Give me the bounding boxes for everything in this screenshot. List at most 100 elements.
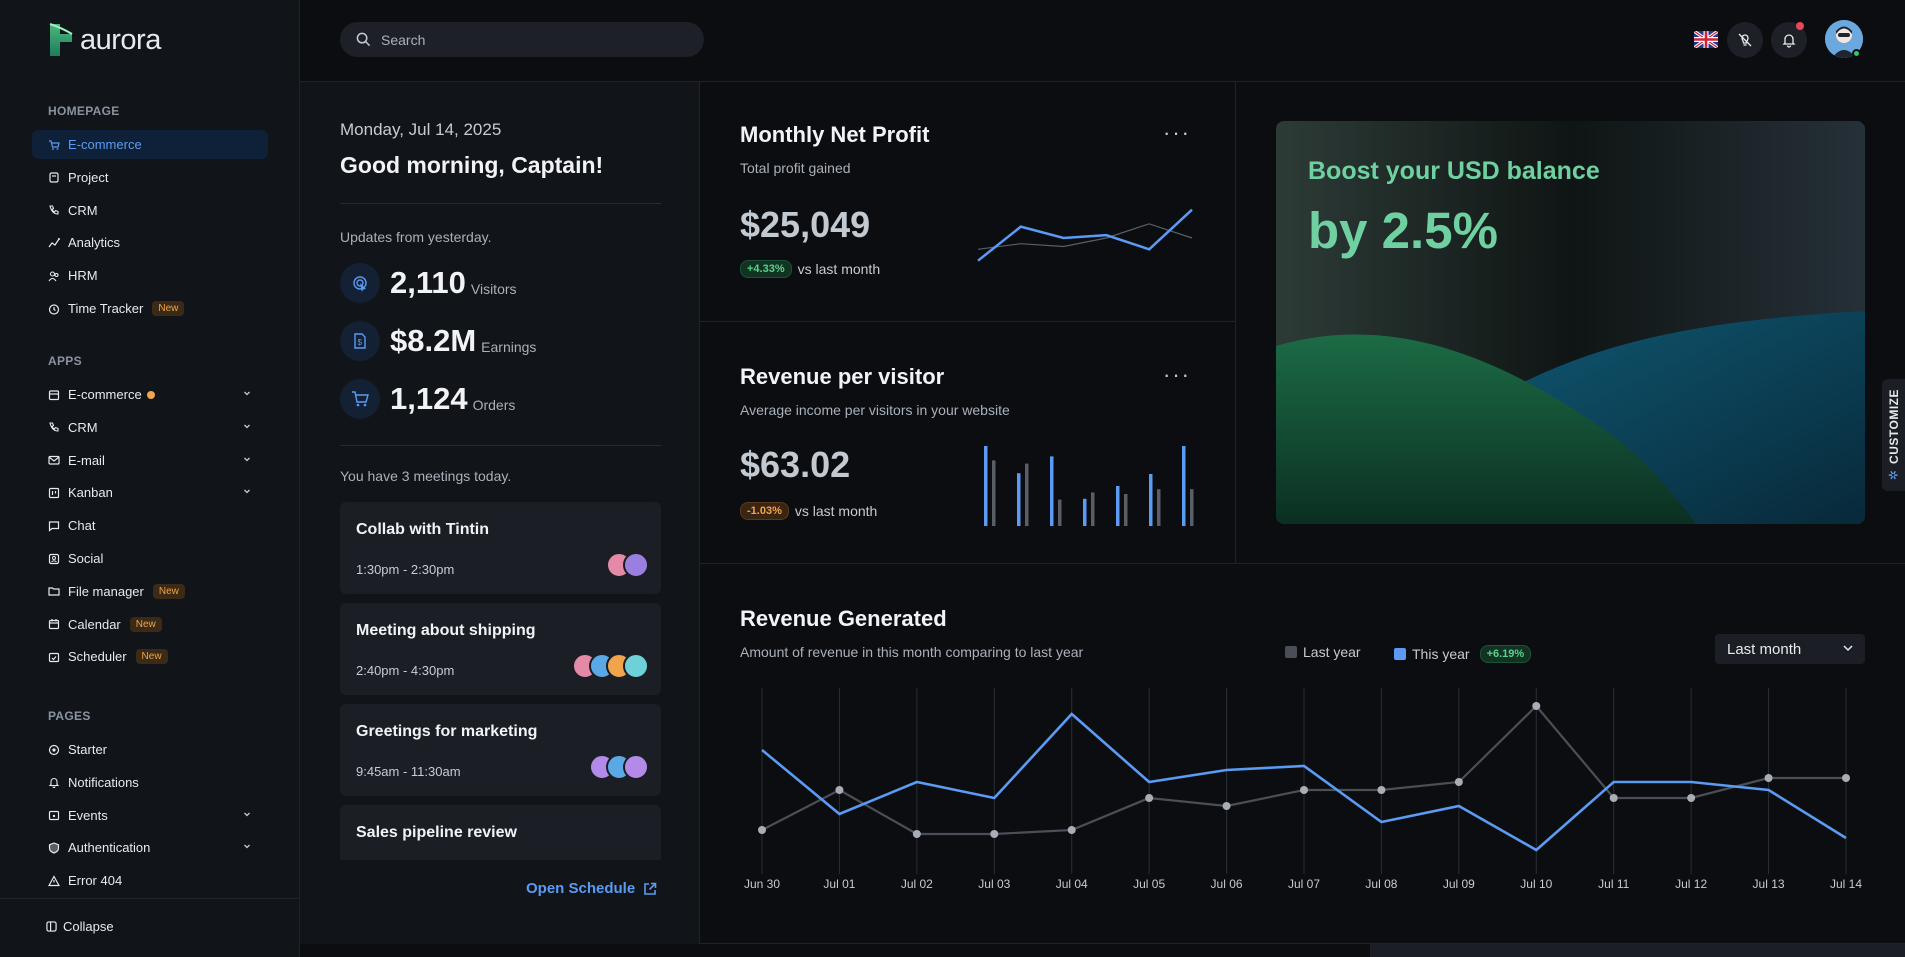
chevron-down-icon — [244, 391, 250, 396]
data-point[interactable] — [1454, 778, 1463, 786]
sidebar-section-title: APPS — [48, 354, 82, 368]
visitor-bar — [1025, 463, 1029, 526]
folder-icon — [48, 585, 60, 597]
revenue-per-visitor-card: Revenue per visitor Average income per v… — [700, 322, 1236, 564]
x-tick-label: Jul 14 — [1830, 877, 1862, 891]
topbar — [300, 0, 1905, 82]
data-point[interactable] — [1532, 702, 1541, 710]
status-dot — [146, 390, 155, 399]
sidebar-item-label: E-mail — [68, 452, 105, 468]
meeting-card[interactable]: Collab with Tintin 1:30pm - 2:30pm — [340, 502, 661, 594]
meeting-card[interactable]: Sales pipeline review — [340, 805, 661, 860]
data-point[interactable] — [1145, 794, 1154, 802]
data-point[interactable] — [990, 830, 999, 838]
sidebar-item-label: Calendar — [68, 616, 121, 632]
warning-icon — [48, 874, 60, 887]
attendee-avatar[interactable] — [623, 754, 649, 780]
sidebar-item-social[interactable]: Social — [32, 544, 268, 573]
sparkline-this-month — [977, 208, 1193, 262]
logo[interactable]: aurora — [48, 22, 161, 58]
circle-play-icon — [48, 744, 60, 756]
x-tick-label: Jun 30 — [744, 877, 780, 891]
more-options-button[interactable]: ··· — [1163, 362, 1191, 387]
data-point[interactable] — [1687, 794, 1696, 802]
new-badge: New — [152, 583, 185, 599]
data-point[interactable] — [1842, 774, 1850, 782]
sidebar-item-e-mail[interactable]: E-mail — [32, 446, 268, 475]
chevron-down-icon — [244, 844, 250, 849]
card-subtitle: Total profit gained — [740, 160, 851, 176]
meeting-avatars — [606, 552, 649, 578]
sidebar-item-hrm[interactable]: HRM — [32, 261, 268, 290]
search-bar[interactable] — [340, 22, 704, 57]
attendee-avatar[interactable] — [623, 552, 649, 578]
revenue-line-chart: Jun 30 Jul 01 Jul 02 Jul 03 Jul 04 Jul 05 Jul … — [744, 688, 1862, 891]
sidebar-item-scheduler[interactable]: Scheduler New — [32, 642, 268, 671]
sidebar-item-starter[interactable]: Starter — [32, 735, 268, 764]
online-status-dot — [1852, 49, 1861, 58]
collapse-button[interactable]: Collapse — [46, 919, 114, 934]
data-point[interactable] — [912, 830, 921, 838]
sidebar-item-file-manager[interactable]: File manager New — [32, 577, 268, 606]
sidebar-item-calendar[interactable]: Calendar New — [32, 610, 268, 639]
sidebar-item-label: Project — [68, 169, 109, 185]
divider — [340, 203, 661, 204]
sidebar-item-analytics[interactable]: Analytics — [32, 228, 268, 257]
data-point[interactable] — [1764, 774, 1773, 782]
scheduler-icon — [48, 651, 60, 663]
legend-last-year[interactable]: Last year — [1285, 644, 1361, 660]
sidebar-item-authentication[interactable]: Authentication — [32, 833, 268, 862]
customize-tab[interactable]: ✲CUSTOMIZE — [1882, 379, 1905, 491]
meeting-card[interactable]: Meeting about shipping 2:40pm - 4:30pm — [340, 603, 661, 695]
data-point[interactable] — [758, 826, 766, 834]
horizontal-scrollbar[interactable] — [1370, 944, 1905, 957]
mail-icon — [48, 454, 60, 466]
data-point[interactable] — [1222, 802, 1231, 810]
sidebar-item-chat[interactable]: Chat — [32, 511, 268, 540]
data-point[interactable] — [1067, 826, 1076, 834]
promo-card[interactable]: Boost your USD balance by 2.5% — [1276, 121, 1865, 524]
sidebar-item-label: Error 404 — [68, 873, 123, 889]
uk-flag-icon[interactable] — [1694, 31, 1718, 48]
sidebar-item-kanban[interactable]: Kanban — [32, 478, 268, 507]
sidebar-item-label: Authentication — [68, 840, 151, 856]
data-point[interactable] — [835, 786, 844, 794]
events-icon — [48, 809, 60, 821]
overview-panel: Monday, Jul 14, 2025 Good morning, Capta… — [300, 82, 700, 944]
meeting-card[interactable]: Greetings for marketing 9:45am - 11:30am — [340, 704, 661, 796]
theme-toggle-button[interactable] — [1727, 22, 1763, 58]
notifications-button[interactable] — [1771, 22, 1807, 58]
sidebar-item-crm[interactable]: CRM — [32, 196, 268, 225]
revenue-per-visitor-value: $63.02 — [740, 444, 851, 485]
sidebar-item-label: Scheduler — [68, 649, 127, 665]
phone-icon — [48, 421, 60, 433]
legend-this-year[interactable]: This year +6.19% — [1394, 645, 1532, 663]
sidebar-item-time-tracker[interactable]: Time Tracker New — [32, 294, 268, 323]
data-point[interactable] — [1377, 786, 1386, 794]
open-schedule-link[interactable]: Open Schedule — [526, 880, 657, 897]
sidebar-item-events[interactable]: Events — [32, 801, 268, 830]
sidebar-item-e-commerce[interactable]: E-commerce — [32, 130, 268, 159]
chart-icon — [48, 237, 60, 249]
sidebar-item-error-404[interactable]: Error 404 — [32, 866, 268, 895]
card-title: Revenue per visitor — [740, 364, 945, 389]
visitor-bar-chart — [984, 446, 1194, 526]
sidebar: aurora HOMEPAGE E-commerce Project CRM Analy… — [0, 0, 300, 957]
sidebar-item-crm[interactable]: CRM — [32, 413, 268, 442]
data-point[interactable] — [1609, 794, 1618, 802]
more-options-button[interactable]: ··· — [1163, 120, 1191, 145]
sidebar-item-notifications[interactable]: Notifications — [32, 768, 268, 797]
meeting-time: 2:40pm - 4:30pm — [356, 663, 455, 678]
sidebar-item-e-commerce[interactable]: E-commerce — [32, 380, 268, 409]
change-badge: -1.03% — [740, 502, 789, 520]
clock-icon — [48, 303, 60, 315]
open-schedule-label: Open Schedule — [526, 880, 636, 897]
attendee-avatar[interactable] — [623, 653, 649, 679]
period-select[interactable]: Last month — [1715, 634, 1865, 664]
data-point[interactable] — [1300, 786, 1308, 794]
sidebar-item-project[interactable]: Project — [32, 163, 268, 192]
meeting-title: Meeting about shipping — [356, 622, 536, 639]
visitor-bar — [1083, 498, 1087, 526]
x-tick-label: Jul 12 — [1675, 877, 1707, 891]
search-input[interactable] — [381, 31, 681, 48]
